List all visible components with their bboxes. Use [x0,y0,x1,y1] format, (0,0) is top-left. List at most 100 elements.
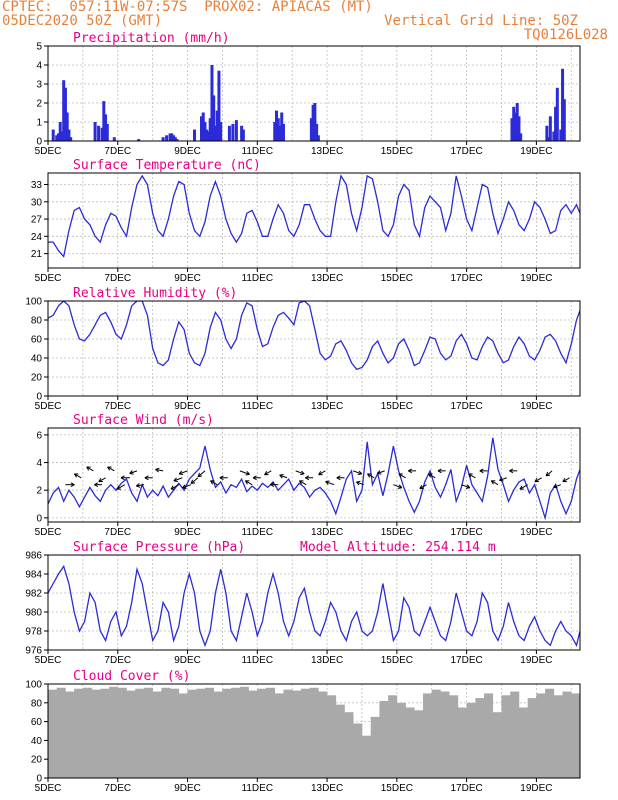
precip-bar [281,123,285,141]
wind-arrow-head [367,473,370,478]
wind-arrow-shaft [519,484,528,490]
cloud-bar [109,686,119,778]
precip-bar [60,131,64,141]
wind-arrow-head [94,482,99,486]
precip-bar [173,137,177,141]
panel-title: Precipitation (mm/h) [73,31,230,46]
precip-bar [548,116,552,141]
wind-arrow-head [270,484,275,488]
precip-bar [515,103,519,141]
wind-arrow-head [179,473,184,476]
wind-arrow [94,482,103,488]
wind-arrow [210,480,218,486]
y-tick-label: 4 [36,458,42,469]
wind-arrow [107,466,115,472]
wind-arrow-shaft [377,470,385,474]
wind-arrow-head [397,487,402,489]
wind-arrow [190,477,199,485]
wind-arrow-head [466,484,471,489]
precip-bar [172,135,176,141]
wind-arrow-head [155,469,159,473]
wind-arrow-head [219,477,224,481]
x-tick-label: 15DEC [381,401,413,412]
precip-bar [273,122,277,141]
precip-bar [97,125,101,141]
wind-arrow-head [86,466,90,471]
wind-arrow [279,474,288,479]
wind-arrow-head [129,470,133,474]
x-tick-label: 13DEC [311,401,343,412]
precip-bar [517,116,521,141]
y-tick-label: 5 [36,42,42,53]
cloud-bar [100,688,110,778]
wind-arrow-head [377,473,382,475]
wind-arrow-head [244,480,248,485]
wind-arrow-head [479,468,484,472]
x-tick-label: 15DEC [381,655,413,666]
wind-arrow-shaft [398,473,406,479]
panel-data [48,437,580,521]
cloud-bar [170,688,180,778]
wind-arrow [553,483,561,489]
wind-arrow [129,470,138,475]
x-tick-label: 11DEC [242,655,274,666]
precip-bar [559,129,563,141]
header-grid-line: Vertical Grid Line: 50Z [384,13,578,29]
wind-arrow-head [479,470,484,474]
series-line [48,437,580,521]
x-tick-label: 19DEC [520,527,552,538]
y-tick-label: 0 [36,513,42,524]
wind-arrow [437,468,446,474]
cloud-bar [283,689,293,778]
wind-arrow-shaft [155,469,164,472]
y-tick-label: 986 [25,551,42,562]
wind-arrow [170,484,180,490]
wind-arrow-shaft [353,470,362,475]
cloud-bar [457,707,467,778]
precip-bar [562,99,566,141]
cloud-bar [318,691,328,778]
y-tick-label: 40 [31,354,43,365]
wind-arrow-head [252,475,257,479]
precip-bar [205,129,209,141]
cloud-bar [562,691,572,778]
wind-arrow [356,480,364,486]
y-tick-label: 20 [31,373,43,384]
x-tick-label: 13DEC [311,273,343,284]
x-tick-label: 5DEC [35,527,62,538]
wind-arrow [252,475,261,481]
wind-arrow-head [358,470,363,475]
precip-bar [545,125,549,141]
y-tick-label: 978 [25,627,42,638]
wind-arrow [155,467,164,473]
cloud-bar [335,704,345,778]
wind-arrow-head [178,470,183,475]
precip-bar [217,70,221,141]
precip-bar [93,122,97,141]
cloud-bar [257,688,267,778]
x-tick-label: 11DEC [242,273,274,284]
x-tick-label: 5DEC [35,146,62,157]
cloud-bar [56,687,66,778]
wind-arrow [509,468,518,474]
y-tick-label: 100 [25,680,42,691]
wind-arrow-head [135,483,140,487]
wind-arrow [376,470,385,475]
panel-title: Surface Temperature (nC) [73,158,261,173]
precip-bar [62,80,66,141]
wind-arrow-head [219,475,224,479]
cloud-bar [440,691,450,778]
wind-arrow-shaft [245,480,253,486]
x-tick-label: 5DEC [35,655,62,666]
cloud-bar [178,693,188,778]
precip-bar [55,135,59,141]
cloud-bar [231,687,241,778]
y-tick-label: 2 [36,486,42,497]
x-tick-label: 9DEC [174,401,201,412]
cloud-bar [292,690,302,778]
wind-arrow [295,470,305,476]
wind-arrow-head [246,471,250,475]
panel-frame [47,427,581,523]
wind-arrow-head [408,468,413,472]
cloud-bar [239,686,249,778]
